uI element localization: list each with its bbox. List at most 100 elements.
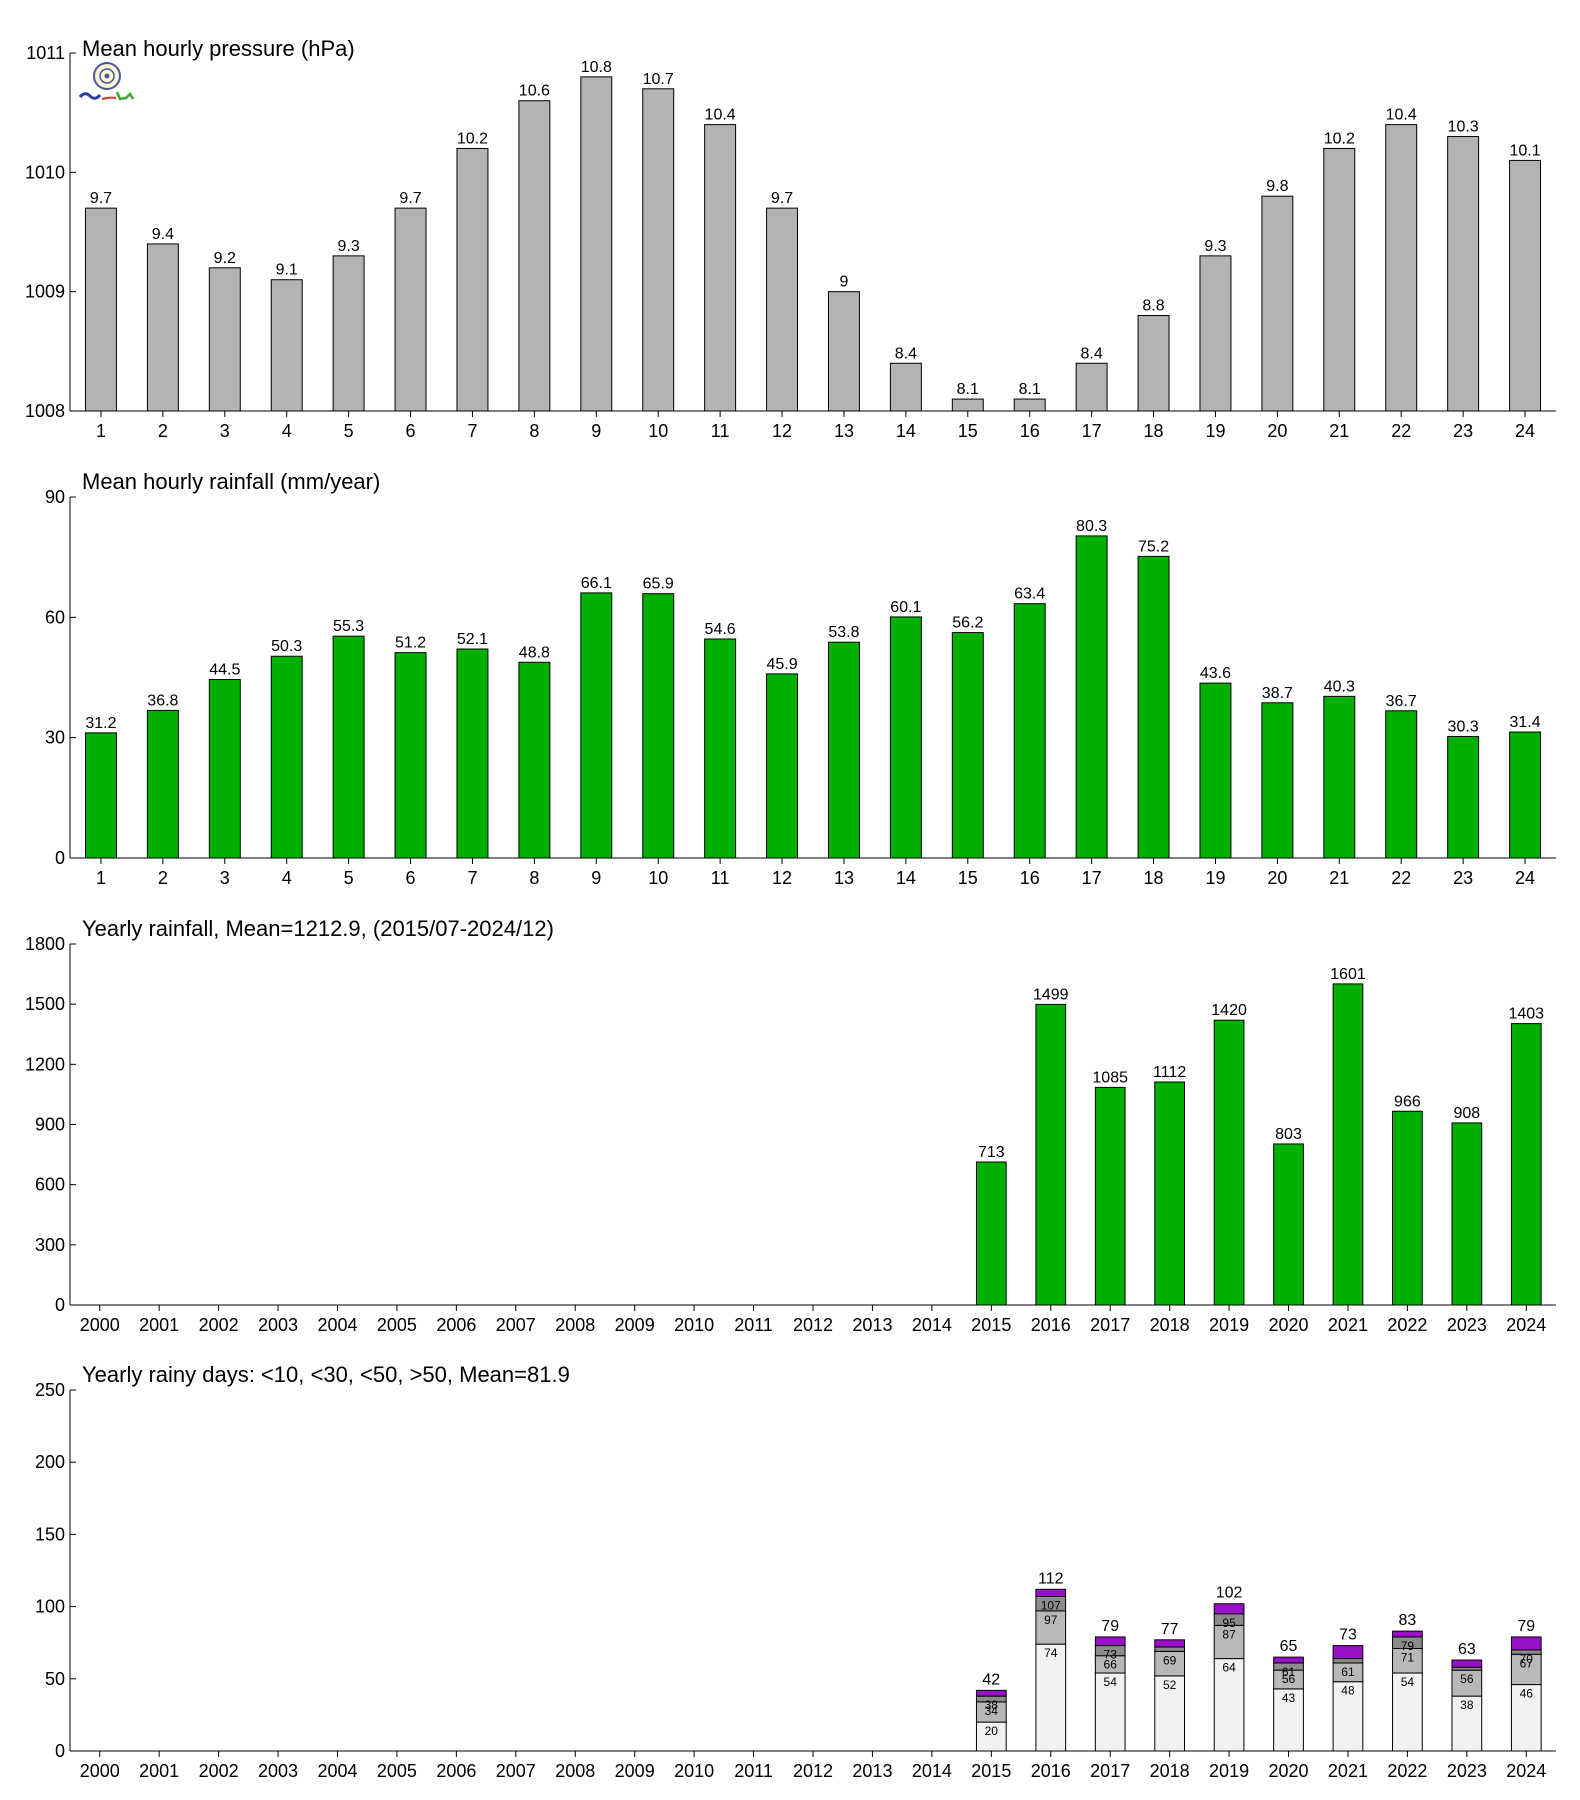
y-tick-label: 1008 bbox=[25, 401, 65, 421]
segment-lt10-2023 bbox=[1451, 1695, 1483, 1752]
y-tick-label: 200 bbox=[35, 1452, 65, 1472]
data-label-2021: 1601 bbox=[1330, 966, 1366, 983]
x-tick-label: 22 bbox=[1391, 421, 1411, 441]
y-tick-label: 90 bbox=[45, 487, 65, 507]
x-tick-label: 2005 bbox=[377, 1315, 417, 1335]
data-label-2015: 713 bbox=[978, 1144, 1005, 1161]
bar-2022 bbox=[1392, 1110, 1423, 1306]
bar-4 bbox=[270, 279, 303, 412]
x-tick-label: 2019 bbox=[1209, 1315, 1249, 1335]
x-tick-label: 2 bbox=[158, 868, 168, 888]
data-label-9: 10.8 bbox=[581, 59, 612, 76]
bar-21 bbox=[1323, 147, 1356, 412]
x-tick-label: 2006 bbox=[436, 1315, 476, 1335]
bar-9 bbox=[580, 592, 613, 859]
bar-3 bbox=[208, 267, 241, 412]
chart-title-3: Yearly rainfall, Mean=1212.9, (2015/07-2… bbox=[82, 916, 554, 941]
data-label-6: 9.7 bbox=[399, 190, 421, 207]
data-label-5: 9.3 bbox=[338, 238, 360, 255]
x-tick-label: 22 bbox=[1391, 868, 1411, 888]
segment-label-lt30-2021: 61 bbox=[1341, 1665, 1355, 1679]
data-label-12: 45.9 bbox=[766, 656, 797, 673]
bar-10 bbox=[642, 593, 675, 859]
segment-lt10-2019 bbox=[1213, 1658, 1245, 1752]
x-tick-label: 1 bbox=[96, 421, 106, 441]
y-tick-label: 150 bbox=[35, 1524, 65, 1544]
bar-2018 bbox=[1154, 1081, 1186, 1306]
segment-label-lt10-2015: 20 bbox=[985, 1724, 999, 1738]
x-tick-label: 13 bbox=[834, 868, 854, 888]
bar-16 bbox=[1013, 603, 1046, 859]
x-tick-label: 18 bbox=[1144, 421, 1164, 441]
segment-lt10-2015 bbox=[975, 1721, 1007, 1752]
y-tick-label: 300 bbox=[35, 1235, 65, 1255]
x-tick-label: 2003 bbox=[258, 1761, 298, 1781]
bar-22 bbox=[1385, 710, 1418, 859]
segment-label-lt50-2024: 70 bbox=[1520, 1652, 1534, 1666]
data-label-14: 60.1 bbox=[890, 599, 921, 616]
x-tick-label: 2011 bbox=[734, 1315, 773, 1335]
x-tick-label: 24 bbox=[1515, 421, 1535, 441]
x-tick-label: 2022 bbox=[1387, 1315, 1427, 1335]
x-tick-label: 2022 bbox=[1387, 1761, 1427, 1781]
x-tick-label: 16 bbox=[1020, 421, 1040, 441]
data-label-16: 8.1 bbox=[1019, 381, 1041, 398]
data-label-8: 48.8 bbox=[519, 644, 550, 661]
data-label-7: 52.1 bbox=[457, 631, 488, 648]
data-label-11: 10.4 bbox=[705, 107, 736, 124]
segment-label-lt30-2022: 71 bbox=[1401, 1650, 1415, 1664]
x-tick-label: 2009 bbox=[615, 1315, 655, 1335]
x-tick-label: 7 bbox=[467, 421, 477, 441]
bar-18 bbox=[1137, 555, 1170, 859]
y-tick-label: 1800 bbox=[25, 934, 65, 954]
x-tick-label: 21 bbox=[1329, 868, 1349, 888]
bar-8 bbox=[518, 100, 551, 412]
segment-total-2021 bbox=[1332, 1645, 1364, 1660]
data-label-2019: 1420 bbox=[1211, 1002, 1247, 1019]
data-label-2022: 966 bbox=[1394, 1093, 1421, 1110]
x-tick-label: 2004 bbox=[317, 1315, 357, 1335]
data-label-total-2021: 73 bbox=[1339, 1627, 1357, 1644]
bar-17 bbox=[1075, 535, 1108, 859]
x-tick-label: 12 bbox=[772, 868, 792, 888]
data-label-11: 54.6 bbox=[705, 621, 736, 638]
x-tick-label: 2001 bbox=[139, 1761, 179, 1781]
bar-7 bbox=[456, 147, 489, 412]
data-label-13: 9 bbox=[840, 274, 849, 291]
segment-total-2024 bbox=[1510, 1636, 1542, 1651]
data-label-18: 75.2 bbox=[1138, 538, 1169, 555]
bar-4 bbox=[270, 655, 303, 859]
data-label-22: 36.7 bbox=[1386, 693, 1417, 710]
bar-14 bbox=[889, 362, 922, 412]
bar-2015 bbox=[975, 1161, 1007, 1306]
x-tick-label: 6 bbox=[406, 868, 416, 888]
x-tick-label: 2020 bbox=[1268, 1761, 1308, 1781]
y-tick-label: 900 bbox=[35, 1115, 65, 1135]
data-label-4: 50.3 bbox=[271, 638, 302, 655]
x-tick-label: 2005 bbox=[377, 1761, 417, 1781]
x-tick-label: 20 bbox=[1267, 421, 1287, 441]
x-tick-label: 2023 bbox=[1447, 1315, 1487, 1335]
segment-label-lt10-2023: 38 bbox=[1460, 1698, 1474, 1712]
data-label-3: 44.5 bbox=[209, 662, 240, 679]
x-tick-label: 4 bbox=[282, 868, 292, 888]
x-tick-label: 5 bbox=[344, 868, 354, 888]
data-label-10: 10.7 bbox=[643, 71, 674, 88]
segment-label-lt10-2021: 48 bbox=[1341, 1684, 1355, 1698]
segment-lt50-2018 bbox=[1154, 1646, 1186, 1652]
x-tick-label: 2002 bbox=[199, 1761, 239, 1781]
bar-23 bbox=[1447, 735, 1480, 859]
x-tick-label: 24 bbox=[1515, 868, 1535, 888]
bar-2017 bbox=[1094, 1086, 1126, 1306]
bar-3 bbox=[208, 679, 241, 859]
x-tick-label: 23 bbox=[1453, 868, 1473, 888]
x-tick-label: 17 bbox=[1082, 421, 1102, 441]
x-tick-label: 11 bbox=[711, 868, 730, 888]
bar-7 bbox=[456, 648, 489, 859]
data-label-19: 9.3 bbox=[1204, 238, 1226, 255]
data-label-5: 55.3 bbox=[333, 618, 364, 635]
data-label-15: 56.2 bbox=[952, 615, 983, 632]
x-tick-label: 2011 bbox=[734, 1761, 773, 1781]
segment-lt30-2016 bbox=[1035, 1610, 1067, 1645]
segment-total-2020 bbox=[1273, 1656, 1304, 1664]
